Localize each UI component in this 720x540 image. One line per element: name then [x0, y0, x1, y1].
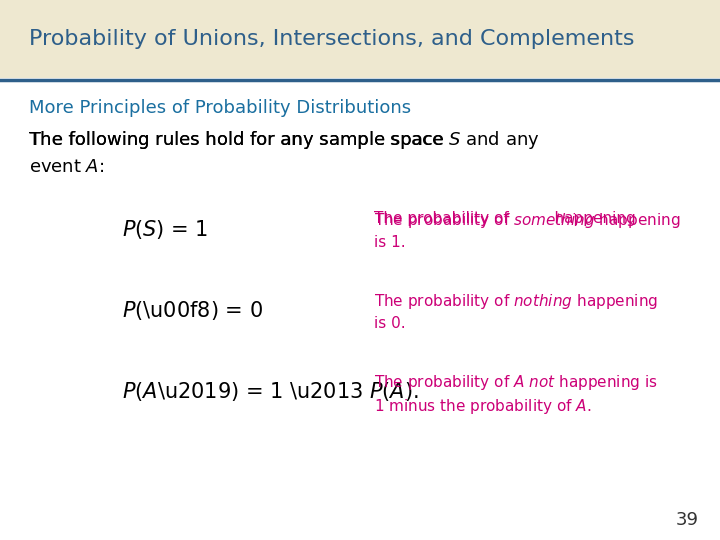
Text: $\it{P}$($\it{S}$) = 1: $\it{P}$($\it{S}$) = 1	[122, 218, 209, 241]
Text: is 0.: is 0.	[374, 316, 406, 331]
FancyBboxPatch shape	[0, 0, 720, 78]
Text: The following rules hold for any sample space: The following rules hold for any sample …	[29, 131, 449, 150]
Text: More Principles of Probability Distributions: More Principles of Probability Distribut…	[29, 99, 411, 117]
Text: The probability of $\it{nothing}$ happening: The probability of $\it{nothing}$ happen…	[374, 292, 659, 310]
Text: event $\it{A}$:: event $\it{A}$:	[29, 158, 104, 177]
Text: The probability of              happening: The probability of happening	[374, 211, 636, 226]
Text: Probability of Unions, Intersections, and Complements: Probability of Unions, Intersections, an…	[29, 29, 634, 49]
Text: The following rules hold for any sample space $\it{S}$ and any: The following rules hold for any sample …	[29, 130, 539, 151]
Text: 1 minus the probability of $\it{A}$.: 1 minus the probability of $\it{A}$.	[374, 397, 592, 416]
Text: The probability of $\it{A}$ $\it{not}$ happening is: The probability of $\it{A}$ $\it{not}$ h…	[374, 373, 658, 392]
Text: 39: 39	[675, 511, 698, 529]
Text: $\it{P}$($\it{A}$\u2019) = 1 \u2013 $\it{P}$($\it{A}$).: $\it{P}$($\it{A}$\u2019) = 1 \u2013 $\it…	[122, 380, 419, 403]
Text: is 1.: is 1.	[374, 235, 406, 250]
Text: The probability of $\it{something}$ happening: The probability of $\it{something}$ happ…	[374, 211, 681, 229]
Text: $\it{P}$(\u00f8) = 0: $\it{P}$(\u00f8) = 0	[122, 299, 264, 322]
